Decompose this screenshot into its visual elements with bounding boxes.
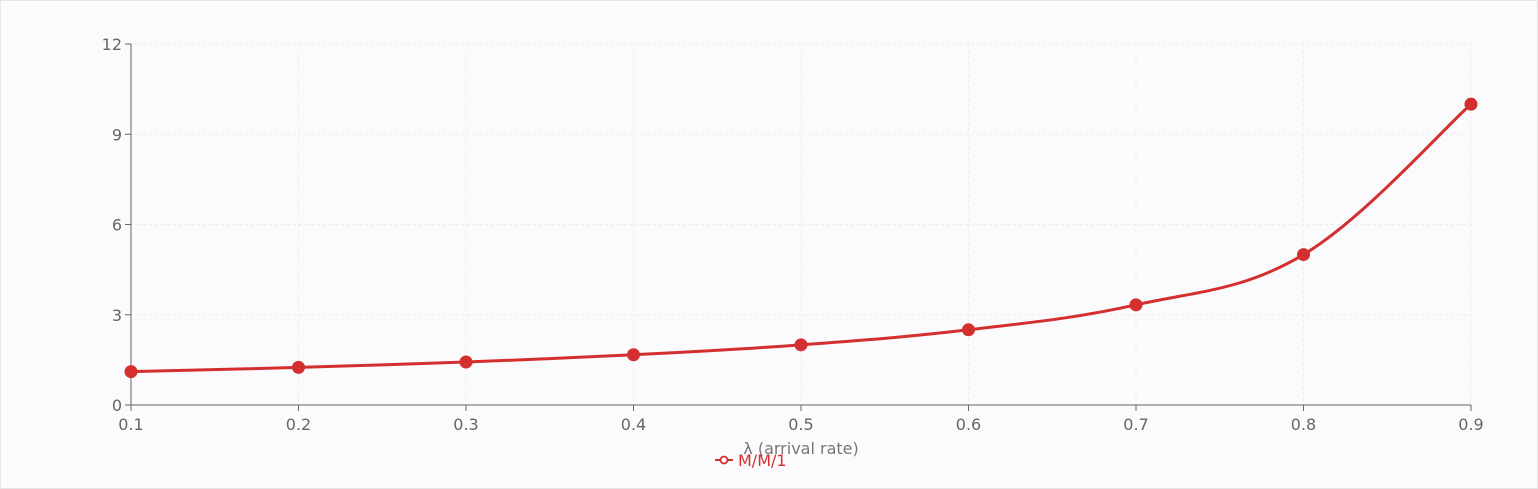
x-tick-label: 0.5 [788,415,813,434]
series-group [124,97,1478,379]
x-tick-label: 0.8 [1291,415,1316,434]
x-tick-label: 0.4 [621,415,646,434]
x-tick-label: 0.7 [1123,415,1148,434]
data-point[interactable] [794,338,808,352]
data-point[interactable] [292,360,305,374]
y-tick-label: 9 [112,125,122,144]
data-point[interactable] [1129,298,1143,312]
x-axis-title: λ (arrival rate) [743,439,858,458]
x-tick-label: 0.2 [286,415,311,434]
data-point[interactable] [124,365,138,379]
y-tick-label: 0 [112,396,122,415]
data-point[interactable] [1297,248,1310,262]
x-tick-label: 0.9 [1458,415,1483,434]
y-tick-label: 3 [112,306,122,325]
data-point[interactable] [962,323,975,337]
y-tick-label: 6 [112,216,122,235]
y-axis-ticks: 0 3 6 9 12 [102,35,131,415]
data-point[interactable] [459,355,473,369]
x-tick-label: 0.3 [453,415,478,434]
y-axis-title: Mean Response Time (units) [55,0,74,224]
x-tick-label: 0.1 [118,415,143,434]
y-tick-label: 12 [102,35,122,54]
x-axis-ticks: 0.1 0.2 0.3 0.4 0.5 0.6 0.7 0.8 0.9 [118,405,1484,434]
x-tick-label: 0.6 [956,415,981,434]
data-point[interactable] [1464,97,1478,111]
data-point[interactable] [627,348,640,362]
legend-marker-icon [719,455,729,465]
legend-label: M/M/1 [738,451,787,470]
legend[interactable]: M/M/1 [715,451,787,470]
y-axis-title-clip: Mean Response Time (units) [55,0,74,224]
series-line [129,102,1473,374]
